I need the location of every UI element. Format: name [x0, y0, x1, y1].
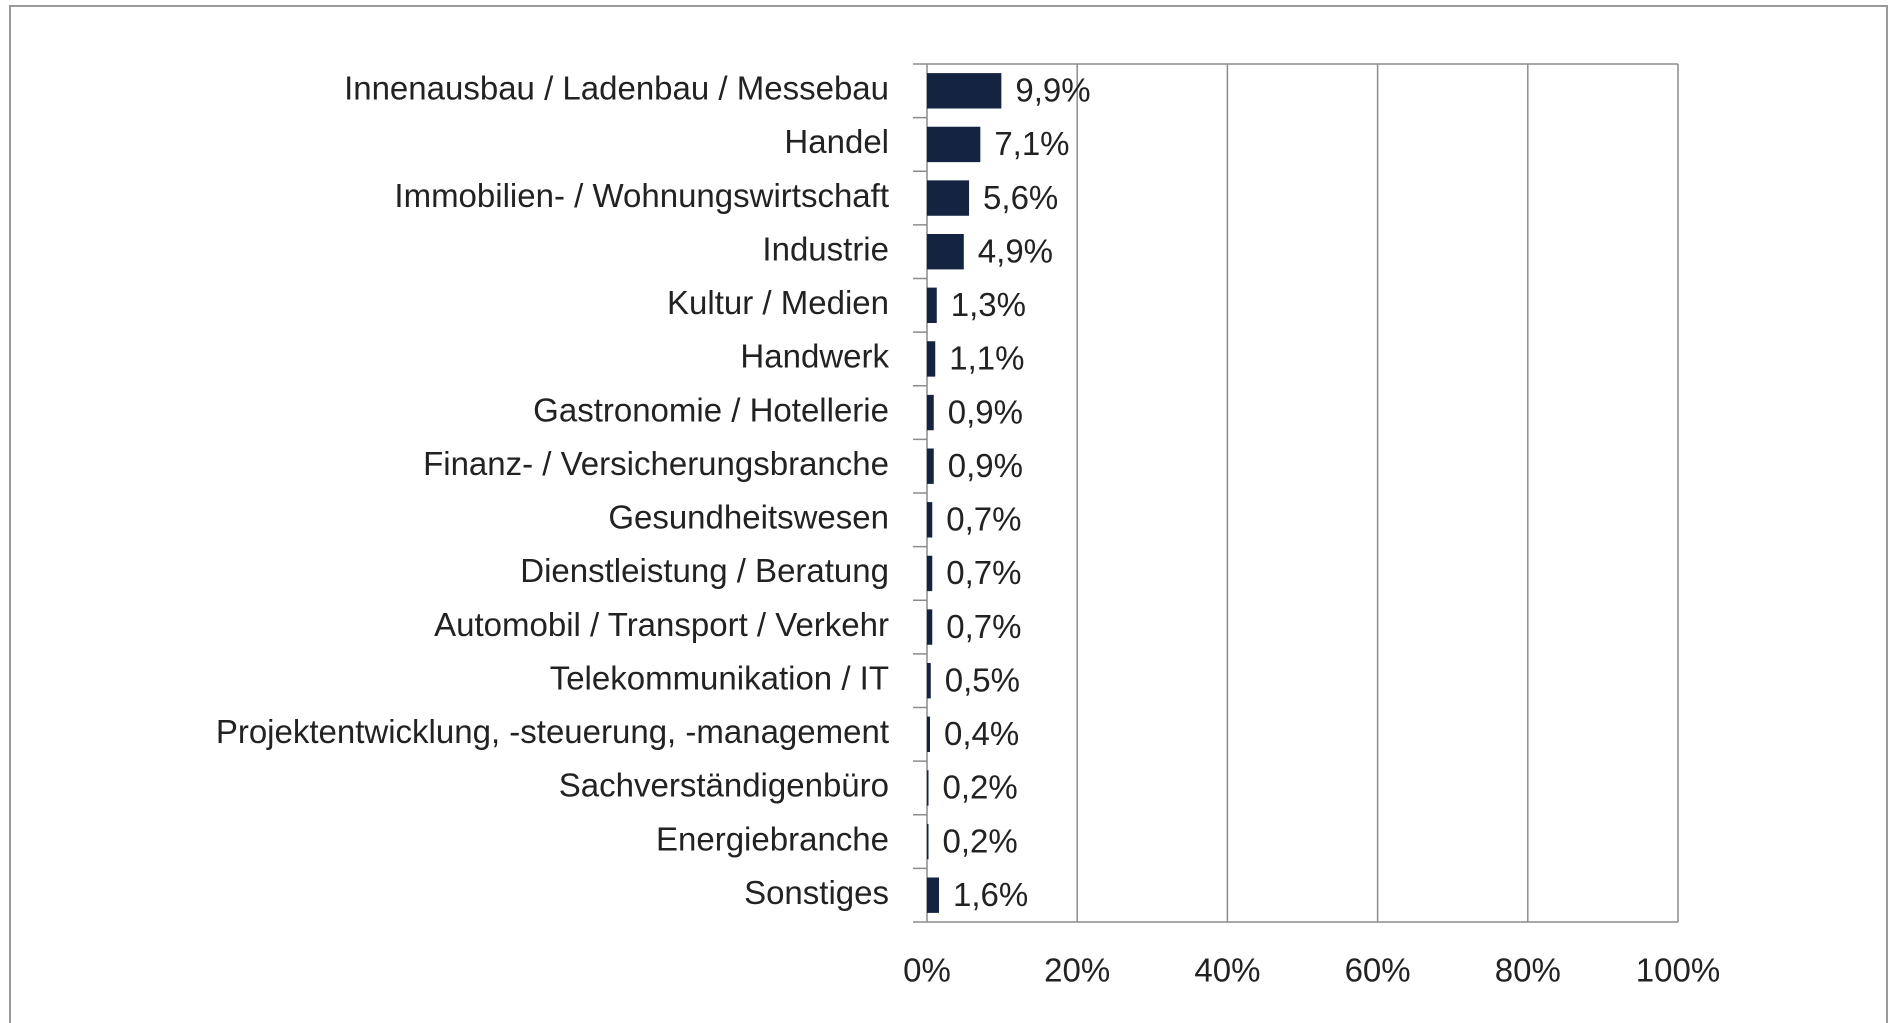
- value-label: 0,2%: [943, 769, 1018, 806]
- bar: [927, 662, 931, 699]
- value-label: 4,9%: [978, 232, 1053, 269]
- value-label: 0,7%: [946, 608, 1021, 645]
- bar: [927, 180, 970, 216]
- value-label: 0,4%: [944, 715, 1019, 752]
- y-tick-label: Sonstiges: [744, 874, 889, 911]
- bar: [927, 770, 929, 806]
- y-tick-label: Gastronomie / Hotellerie: [533, 391, 889, 428]
- value-label: 1,3%: [951, 286, 1026, 323]
- bar: [927, 126, 981, 163]
- bar: [927, 823, 929, 860]
- bar: [927, 877, 940, 913]
- y-tick-label: Finanz- / Versicherungsbranche: [423, 445, 889, 482]
- bar: [927, 394, 934, 431]
- y-tick-label: Handwerk: [740, 338, 889, 375]
- y-tick-label: Sachverständigenbüro: [559, 767, 889, 804]
- y-tick-label: Industrie: [762, 230, 889, 267]
- value-label: 1,6%: [953, 876, 1028, 913]
- value-label: 0,5%: [945, 661, 1020, 698]
- y-tick-label: Telekommunikation / IT: [550, 659, 889, 696]
- value-label: 0,7%: [946, 501, 1021, 538]
- bar: [927, 502, 933, 538]
- bar: [927, 555, 933, 592]
- bar: [927, 73, 1002, 109]
- x-tick-label: 60%: [1345, 952, 1411, 989]
- bar: [927, 448, 934, 484]
- x-tick-label: 80%: [1495, 952, 1561, 989]
- y-tick-label: Automobil / Transport / Verkehr: [434, 606, 889, 643]
- y-tick-label: Handel: [784, 123, 889, 160]
- y-tick-label: Energiebranche: [656, 820, 889, 857]
- bar: [927, 287, 937, 324]
- y-tick-label: Kultur / Medien: [667, 284, 889, 321]
- y-tick-label: Gesundheitswesen: [608, 499, 889, 536]
- value-label: 7,1%: [994, 125, 1069, 162]
- bar: [927, 716, 931, 753]
- y-tick-label: Dienstleistung / Beratung: [520, 552, 889, 589]
- y-tick-label: Projektentwicklung, -steuerung, -managem…: [216, 713, 889, 750]
- value-label: 0,7%: [946, 554, 1021, 591]
- value-label: 0,2%: [943, 822, 1018, 859]
- y-tick-label: Immobilien- / Wohnungswirtschaft: [394, 177, 889, 214]
- value-label: 0,9%: [948, 393, 1023, 430]
- value-label: 0,9%: [948, 447, 1023, 484]
- x-tick-label: 0%: [903, 952, 951, 989]
- x-tick-label: 20%: [1044, 952, 1110, 989]
- value-label: 9,9%: [1015, 72, 1090, 109]
- x-tick-label: 100%: [1636, 952, 1720, 989]
- chart-frame: [9, 5, 1888, 1023]
- bar: [927, 341, 936, 377]
- value-label: 1,1%: [949, 340, 1024, 377]
- y-tick-label: Innenausbau / Ladenbau / Messebau: [344, 70, 889, 107]
- x-tick-label: 40%: [1194, 952, 1260, 989]
- bar: [927, 233, 964, 270]
- value-label: 5,6%: [983, 179, 1058, 216]
- bar: [927, 609, 933, 645]
